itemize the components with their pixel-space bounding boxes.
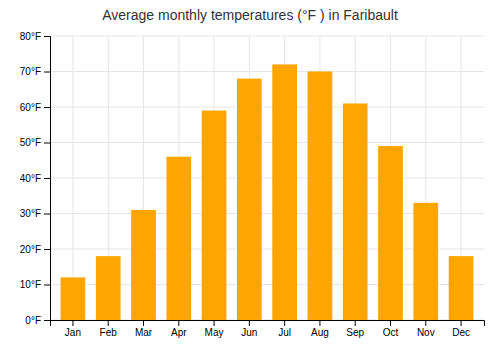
- bar: [308, 72, 333, 321]
- y-axis: 0°F 10°F 20°F 30°F 40°F 50°F 60°F 70°F 80°F: [20, 31, 51, 326]
- tick: Apr: [171, 320, 187, 338]
- tick: Oct: [383, 320, 399, 338]
- tick: 60°F: [20, 102, 50, 113]
- tick-mark: [319, 320, 320, 326]
- tick: 20°F: [20, 244, 50, 255]
- tick: Aug: [311, 320, 329, 338]
- bar: [378, 146, 403, 320]
- tick-label: 60°F: [20, 102, 41, 113]
- bar: [61, 277, 86, 320]
- tick: 30°F: [20, 208, 50, 219]
- bar: [237, 79, 262, 320]
- axis-line: [44, 37, 51, 321]
- tick-mark: [355, 320, 356, 326]
- tick: 70°F: [20, 66, 50, 77]
- tick-label: Jun: [241, 327, 257, 338]
- tick-mark: [44, 72, 50, 73]
- tick: 10°F: [20, 279, 50, 290]
- tick-label: Apr: [171, 327, 187, 338]
- tick: Sep: [346, 320, 364, 338]
- grid-line: [50, 107, 484, 108]
- plot: 0°F 10°F 20°F 30°F 40°F 50°F 60°F 70°F 80°F Jan Fe…: [20, 31, 485, 338]
- tick: 0°F: [25, 315, 50, 326]
- bar: [343, 103, 368, 320]
- bar: [96, 256, 121, 320]
- tick-label: 50°F: [20, 137, 41, 148]
- tick-mark: [72, 320, 73, 326]
- tick-mark: [44, 285, 50, 286]
- bar: [413, 203, 438, 320]
- tick-mark: [44, 36, 50, 37]
- bar: [202, 111, 227, 320]
- tick: 50°F: [20, 137, 50, 148]
- grid-line: [50, 71, 484, 72]
- tick-mark: [44, 249, 50, 250]
- title: Average monthly temperatures (°F ) in Fa…: [102, 7, 398, 23]
- tick-label: 70°F: [20, 66, 41, 77]
- tick-label: Mar: [135, 327, 153, 338]
- tick: Mar: [135, 320, 153, 338]
- tick: Jun: [241, 320, 257, 338]
- tick-label: 20°F: [20, 244, 41, 255]
- tick: May: [205, 320, 224, 338]
- bar: [131, 210, 156, 320]
- tick-label: Nov: [417, 327, 435, 338]
- tick-label: 40°F: [20, 173, 41, 184]
- tick-mark: [108, 320, 109, 326]
- tick-mark: [390, 320, 391, 326]
- tick-mark: [143, 320, 144, 326]
- tick: 80°F: [20, 31, 50, 42]
- tick-label: Aug: [311, 327, 329, 338]
- tick-mark: [44, 214, 50, 215]
- tick: Jan: [65, 320, 81, 338]
- tick-label: Jul: [278, 327, 291, 338]
- tick: Nov: [417, 320, 435, 338]
- axis-line: [51, 321, 485, 327]
- chart: Average monthly temperatures (°F ) in Fa…: [0, 0, 500, 350]
- tick-label: 30°F: [20, 208, 41, 219]
- tick-label: 10°F: [20, 279, 41, 290]
- tick-mark: [178, 320, 179, 326]
- tick-label: 0°F: [25, 315, 41, 326]
- tick-label: Feb: [100, 327, 118, 338]
- x-axis: Jan Feb Mar Apr May Jun Jul Aug Sep Oct Nov Dec: [51, 320, 485, 338]
- tick-mark: [214, 320, 215, 326]
- tick-label: Sep: [346, 327, 364, 338]
- tick-label: May: [205, 327, 224, 338]
- tick-mark: [44, 178, 50, 179]
- bar: [449, 256, 474, 320]
- tick: Jul: [278, 320, 291, 338]
- bar: [272, 64, 297, 320]
- tick-mark: [461, 320, 462, 326]
- tick: 40°F: [20, 173, 50, 184]
- tick-label: 80°F: [20, 31, 41, 42]
- bar: [166, 157, 191, 320]
- tick: Dec: [452, 320, 470, 338]
- tick-mark: [284, 320, 285, 326]
- grid-line: [50, 36, 484, 37]
- tick-mark: [425, 320, 426, 326]
- tick-label: Oct: [383, 327, 399, 338]
- grid: [50, 36, 484, 320]
- tick-mark: [249, 320, 250, 326]
- tick-label: Dec: [452, 327, 470, 338]
- tick-label: Jan: [65, 327, 81, 338]
- bars: [61, 64, 474, 320]
- grid-line: [50, 142, 484, 143]
- grid-line: [50, 178, 484, 179]
- tick: Feb: [100, 320, 118, 338]
- tick-mark: [44, 107, 50, 108]
- tick-mark: [44, 320, 50, 321]
- tick-mark: [44, 143, 50, 144]
